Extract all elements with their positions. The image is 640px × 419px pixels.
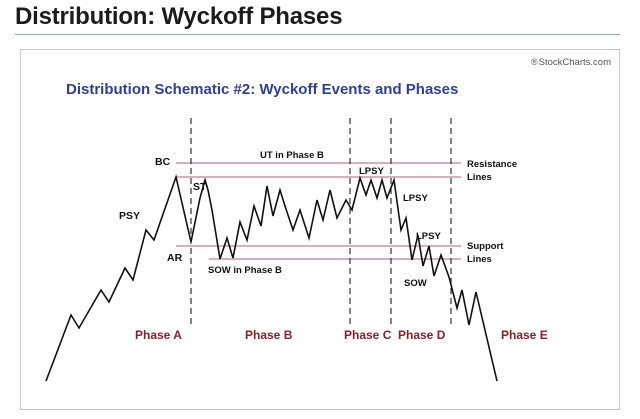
label-ut-phase-b: UT in Phase B <box>260 150 324 161</box>
schematic-title: Distribution Schematic #2: Wyckoff Event… <box>66 81 459 98</box>
watermark-text: StockCharts.com <box>538 57 611 68</box>
label-resistance: Resistance <box>467 159 517 170</box>
phase-c-label: Phase C <box>344 328 392 342</box>
label-sow-phase-b: SOW in Phase B <box>208 265 282 276</box>
distribution-schematic: BC PSY ST AR UT in Phase B SOW in Phase … <box>45 118 548 382</box>
label-lpsy-phase-d-lower: LPSY <box>416 231 441 242</box>
wyckoff-figure: ®StockCharts.com Distribution Schematic … <box>20 49 620 410</box>
label-resistance-lines: Lines <box>467 172 492 183</box>
label-support: Support <box>467 241 504 252</box>
phase-b-label: Phase B <box>245 328 293 342</box>
label-psy: PSY <box>119 210 140 222</box>
label-sow: SOW <box>404 278 427 289</box>
price-path <box>45 174 498 382</box>
phase-a-label: Phase A <box>135 328 182 342</box>
phase-dividers <box>190 118 452 325</box>
label-bc: BC <box>155 156 171 168</box>
label-lpsy-phase-c: LPSY <box>359 166 384 177</box>
stockcharts-watermark: ®StockCharts.com <box>531 57 611 68</box>
registered-symbol: ® <box>531 57 538 67</box>
phase-e-label: Phase E <box>501 328 548 342</box>
label-ar: AR <box>167 252 183 264</box>
label-lpsy-phase-d-upper: LPSY <box>403 193 428 204</box>
level-lines <box>176 162 461 260</box>
heading-divider <box>15 34 620 35</box>
phase-d-label: Phase D <box>398 328 446 342</box>
page-title: Distribution: Wyckoff Phases <box>15 3 343 30</box>
label-support-lines: Lines <box>467 254 492 265</box>
label-st: ST <box>193 181 207 193</box>
